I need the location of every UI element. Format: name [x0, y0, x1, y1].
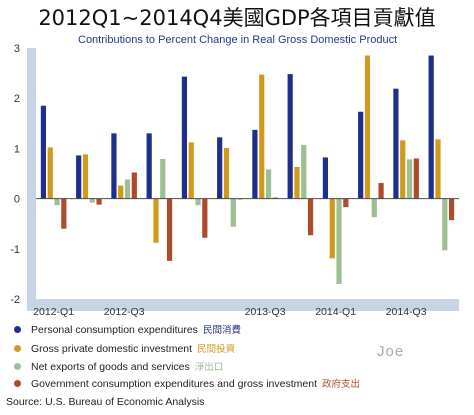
bar-2012-Q4-series-2	[153, 198, 159, 243]
bar-2013-Q2-series-1	[217, 137, 223, 199]
bar-2012-Q2-series-3	[89, 198, 95, 203]
y-tick-label: 1	[14, 143, 20, 155]
y-tick-label: -1	[10, 244, 20, 256]
legend-item: Gross private domestic investment 民間投資	[14, 341, 235, 355]
bar-2014-Q2-series-2	[364, 55, 371, 199]
chart-subtitle: Contributions to Percent Change in Real …	[78, 34, 398, 46]
bar-2014-Q1-series-1	[322, 157, 329, 199]
bar-2014-Q3-series-1	[393, 88, 399, 199]
chart-title: 2012Q1~2014Q4美國GDP各項目貢獻值	[38, 6, 436, 30]
bar-2012-Q1-series-2	[47, 147, 53, 199]
bar-2012-Q4-series-4	[166, 198, 173, 261]
bar-2012-Q2-series-2	[82, 154, 89, 199]
chart-frame	[27, 48, 459, 311]
x-tick-label: 2014-Q1	[315, 306, 356, 318]
legend-label: Government consumption expenditures and …	[31, 378, 317, 390]
legend-item: Net exports of goods and services 淨出口	[14, 359, 223, 373]
bar-2013-Q4-series-3	[301, 144, 307, 199]
bar-2012-Q1-series-3	[54, 198, 60, 206]
x-tick-label: 2012-Q1	[33, 306, 74, 318]
y-tick-label: -2	[10, 294, 20, 306]
bar-2014-Q3-series-3	[406, 159, 413, 199]
bars-group	[40, 55, 455, 284]
x-axis-band	[27, 299, 459, 311]
x-tick-label: 2013-Q3	[245, 306, 286, 318]
bar-2012-Q1-series-1	[40, 105, 47, 199]
bar-2014-Q1-series-3	[336, 198, 342, 284]
legend-marker	[14, 362, 21, 370]
bar-2014-Q1-series-2	[329, 198, 335, 259]
bar-2013-Q4-series-4	[307, 198, 314, 236]
bar-2013-Q1-series-3	[195, 198, 201, 206]
bar-2012-Q3-series-4	[131, 172, 137, 199]
axes-group: -2 -1 0 1 2 3 2012-Q1 2012-Q3 2013-Q3 2014-Q1 2014…	[10, 43, 459, 318]
watermark: Joe	[377, 343, 405, 360]
bar-2013-Q2-series-3	[230, 198, 236, 227]
bar-2013-Q3-series-1	[252, 129, 258, 199]
bar-2014-Q3-series-4	[413, 158, 419, 199]
legend-marker	[14, 379, 21, 387]
bar-2013-Q4-series-2	[294, 166, 300, 199]
legend-label-cn: 民間消費	[202, 325, 241, 336]
bar-2013-Q1-series-4	[202, 198, 208, 238]
bar-2014-Q4-series-4	[448, 198, 455, 221]
bar-2014-Q2-series-3	[371, 198, 377, 218]
bar-2012-Q3-series-2	[118, 185, 124, 199]
bar-2014-Q2-series-4	[378, 183, 384, 199]
source-note: Source: U.S. Bureau of Economic Analysis	[6, 396, 205, 408]
legend-label: Gross private domestic investment	[31, 343, 193, 355]
legend-label-cn: 淨出口	[194, 362, 224, 373]
bar-2013-Q2-series-2	[223, 147, 230, 199]
y-tick-label: 3	[14, 43, 20, 55]
bar-2014-Q4-series-1	[428, 55, 434, 199]
bar-2013-Q1-series-2	[188, 142, 194, 199]
bar-2014-Q2-series-1	[358, 111, 364, 199]
bar-2014-Q4-series-2	[435, 139, 441, 199]
y-tick-label: 0	[14, 194, 20, 206]
legend-label-cn: 政府支出	[322, 379, 361, 390]
legend-item: Personal consumption expenditures 民間消費	[14, 322, 241, 336]
legend-label-cn: 民間投資	[197, 344, 236, 355]
bar-2012-Q1-series-4	[61, 198, 67, 229]
bar-2014-Q1-series-4	[343, 198, 349, 208]
bar-2014-Q4-series-3	[442, 198, 448, 251]
bar-2012-Q4-series-1	[146, 133, 152, 199]
bar-2014-Q3-series-2	[400, 140, 406, 199]
legend-item: Government consumption expenditures and …	[14, 376, 360, 390]
y-axis-band	[27, 48, 36, 308]
bar-2012-Q3-series-3	[124, 179, 131, 199]
bar-2012-Q2-series-1	[76, 155, 82, 199]
y-tick-label: 2	[14, 93, 20, 105]
legend-marker	[14, 325, 21, 333]
legend-label: Net exports of goods and services	[31, 361, 190, 373]
bar-2012-Q3-series-1	[111, 133, 117, 199]
bar-2013-Q3-series-2	[259, 74, 265, 199]
legend-marker	[14, 344, 21, 352]
bar-2012-Q4-series-3	[160, 158, 166, 199]
x-tick-label: 2014-Q3	[386, 306, 427, 318]
plot-area	[36, 48, 459, 299]
legend-label: Personal consumption expenditures	[31, 324, 198, 336]
x-tick-label: 2012-Q3	[104, 306, 145, 318]
bar-2013-Q3-series-3	[265, 169, 272, 199]
bar-2012-Q2-series-4	[96, 198, 102, 205]
bar-2013-Q4-series-1	[287, 74, 293, 199]
bar-2013-Q1-series-1	[181, 76, 188, 199]
